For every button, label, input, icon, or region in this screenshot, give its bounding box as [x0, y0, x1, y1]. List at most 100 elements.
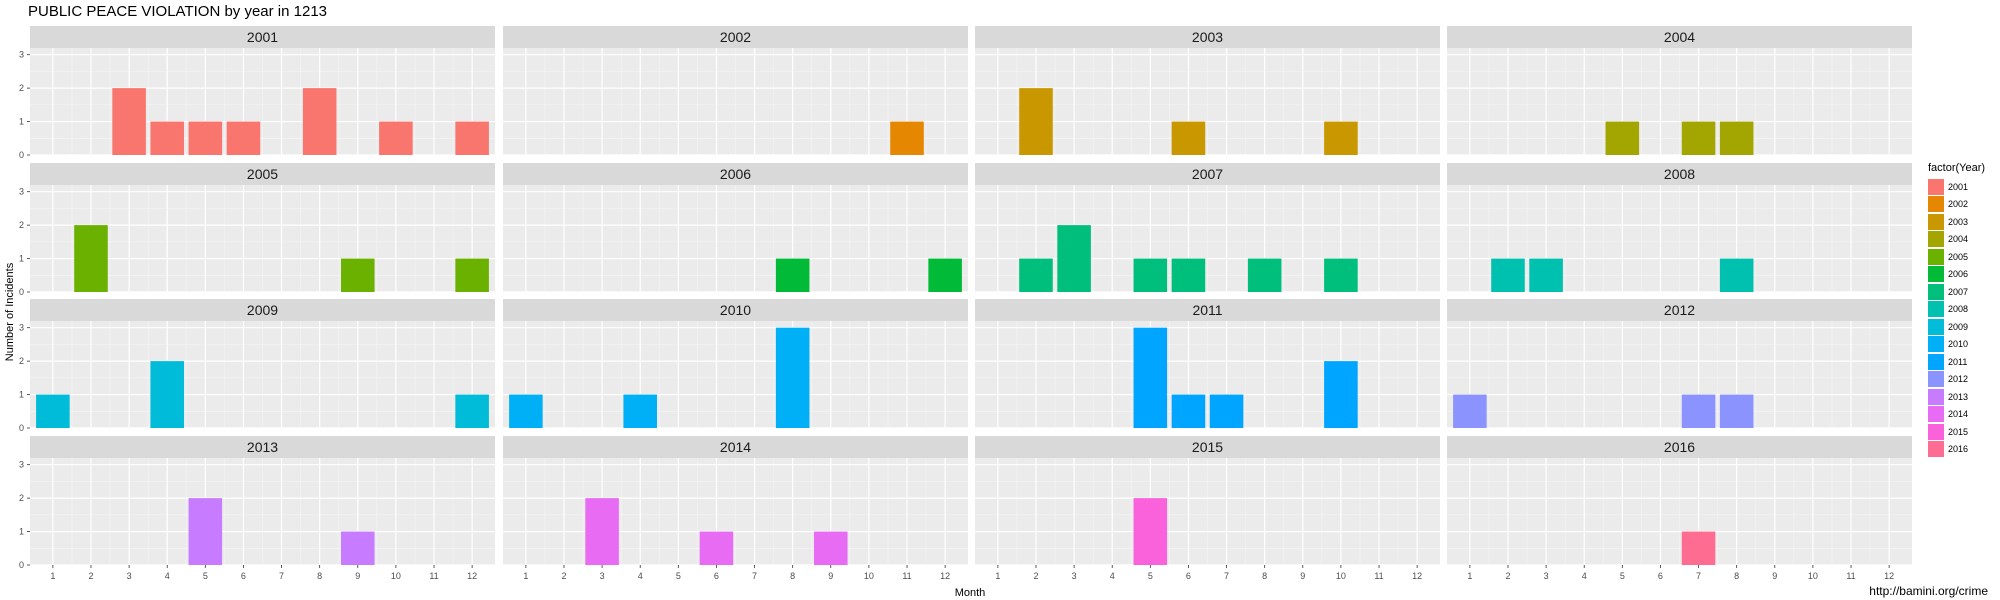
facet-strip-label: 2011	[1192, 302, 1222, 318]
bar-2004-month-7	[1681, 121, 1716, 155]
x-tick-label: 5	[676, 571, 681, 581]
x-tick-label: 3	[127, 571, 132, 581]
legend-item-2001: 2001	[1928, 178, 1985, 196]
bar-2006-month-8	[775, 258, 810, 292]
bar-2005-month-12	[455, 258, 489, 292]
legend-swatch	[1928, 441, 1944, 458]
x-tick-label: 11	[902, 571, 911, 581]
legend: factor(Year) 2001 2002 2003 2004 2005 2006 200…	[1928, 162, 1985, 458]
facet-strip	[1447, 26, 1912, 48]
bar-2003-month-2	[1019, 88, 1053, 155]
y-tick-label: 1	[19, 117, 24, 127]
facet-strip	[975, 26, 1440, 48]
facet-2008: 2008	[1447, 163, 1912, 293]
x-tick-label: 7	[279, 571, 284, 581]
x-tick-label: 9	[1300, 571, 1305, 581]
facet-2009: 2009 0 1 2 3	[19, 299, 495, 433]
bar-2011-month-7	[1209, 394, 1244, 428]
x-tick-label: 5	[1148, 571, 1153, 581]
legend-item-2011: 2011	[1928, 353, 1985, 371]
facet-strip	[975, 163, 1440, 185]
y-tick-label: 1	[19, 527, 24, 537]
legend-label: 2004	[1948, 234, 1969, 245]
bar-2007-month-3	[1057, 225, 1091, 292]
legend-items: 2001 2002 2003 2004 2005 2006 2007 2008 2009 2010…	[1928, 178, 1985, 458]
x-tick-label: 11	[1374, 571, 1383, 581]
facet-2012: 2012	[1447, 299, 1912, 429]
bar-2014-month-6	[699, 531, 734, 565]
legend-label: 2015	[1948, 426, 1969, 437]
facet-2006: 2006	[503, 163, 968, 293]
facet-2002: 2002	[503, 26, 968, 156]
legend-label: 2014	[1948, 409, 1969, 420]
x-tick-label: 7	[1224, 571, 1229, 581]
legend-item-2016: 2016	[1928, 441, 1985, 459]
bar-2011-month-10	[1324, 361, 1358, 428]
y-tick-label: 0	[19, 150, 24, 160]
facet-strip-label: 2014	[720, 439, 751, 455]
x-tick-label: 2	[88, 571, 93, 581]
x-tick-label: 8	[317, 571, 322, 581]
x-tick-label: 4	[1582, 571, 1587, 581]
legend-label: 2001	[1948, 181, 1969, 192]
bar-2003-month-6	[1171, 121, 1206, 155]
facet-strip-label: 2007	[1192, 166, 1223, 182]
x-tick-label: 8	[790, 571, 795, 581]
legend-label: 2016	[1948, 444, 1969, 455]
legend-label: 2013	[1948, 391, 1969, 402]
x-tick-label: 2	[1033, 571, 1038, 581]
bar-2011-month-6	[1171, 394, 1206, 428]
bar-2001-month-6	[226, 121, 261, 155]
chart-title: PUBLIC PEACE VIOLATION by year in 1213	[28, 3, 328, 20]
x-tick-label: 2	[561, 571, 566, 581]
facet-strip-label: 2008	[1664, 166, 1695, 182]
x-tick-label: 10	[864, 571, 874, 581]
bar-2012-month-7	[1681, 394, 1716, 428]
x-tick-label: 3	[600, 571, 605, 581]
legend-label: 2007	[1948, 286, 1969, 297]
legend-label: 2012	[1948, 374, 1969, 385]
facet-strip-label: 2005	[247, 166, 278, 182]
facet-2010: 2010	[503, 299, 968, 429]
y-tick-label: 2	[19, 220, 24, 230]
facet-strip-label: 2004	[1664, 29, 1695, 45]
y-tick-label: 1	[19, 390, 24, 400]
legend-item-2012: 2012	[1928, 371, 1985, 389]
legend-title: factor(Year)	[1928, 162, 1986, 174]
facet-strip	[503, 26, 968, 48]
bar-2003-month-10	[1324, 121, 1358, 155]
legend-item-2015: 2015	[1928, 423, 1985, 441]
legend-swatch	[1928, 423, 1944, 440]
legend-item-2004: 2004	[1928, 231, 1985, 249]
x-tick-label: 9	[828, 571, 833, 581]
y-tick-label: 3	[19, 50, 24, 60]
legend-item-2010: 2010	[1928, 336, 1985, 354]
facet-strip	[975, 436, 1440, 458]
x-axis-title: Month	[955, 587, 986, 599]
x-tick-label: 10	[1808, 571, 1818, 581]
bar-2014-month-3	[585, 498, 619, 565]
x-tick-label: 6	[241, 571, 246, 581]
y-axis-title: Number of Incidents	[4, 262, 16, 361]
bar-2001-month-5	[188, 121, 223, 155]
bar-2002-month-11	[890, 121, 924, 155]
facet-strip	[30, 163, 495, 185]
facet-2011: 2011	[975, 299, 1440, 429]
legend-swatch	[1928, 371, 1944, 388]
legend-item-2013: 2013	[1928, 388, 1985, 406]
x-tick-label: 4	[638, 571, 643, 581]
legend-swatch	[1928, 213, 1944, 230]
x-tick-label: 4	[1110, 571, 1115, 581]
facet-strip	[30, 299, 495, 321]
legend-label: 2003	[1948, 216, 1969, 227]
legend-swatch	[1928, 353, 1944, 370]
legend-label: 2010	[1948, 339, 1969, 350]
x-tick-label: 10	[1336, 571, 1346, 581]
x-tick-label: 1	[523, 571, 528, 581]
bar-2016-month-7	[1681, 531, 1716, 565]
facet-strip-label: 2003	[1192, 29, 1223, 45]
facet-strip	[503, 299, 968, 321]
x-tick-label: 3	[1544, 571, 1549, 581]
